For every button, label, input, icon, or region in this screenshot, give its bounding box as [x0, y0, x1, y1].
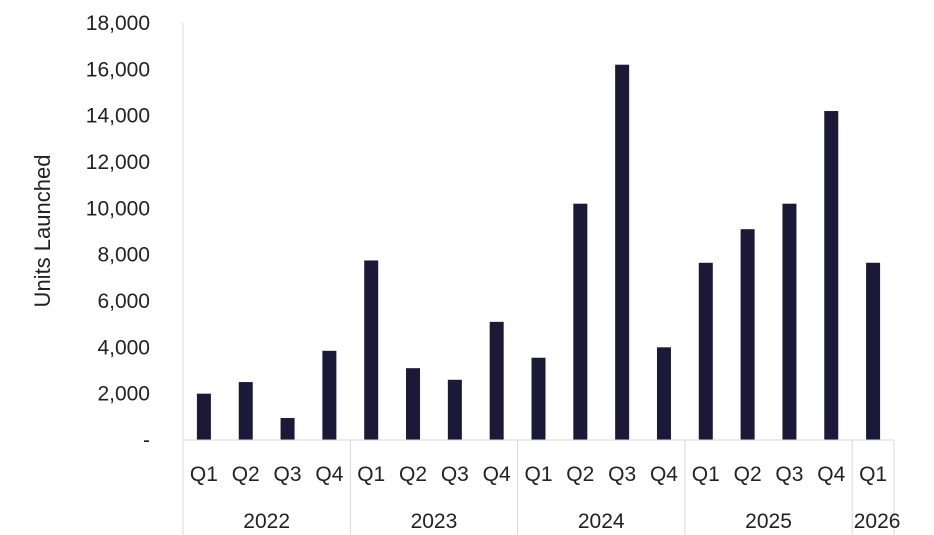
x-tick-label: Q3 [775, 463, 803, 486]
x-tick-label: Q2 [566, 463, 594, 486]
x-tick-label: Q4 [315, 463, 343, 486]
y-axis: - 2,000 4,000 6,000 8,000 10,000 12,000 14,000 1… [86, 12, 184, 452]
y-tick-label: 18,000 [86, 12, 150, 35]
bar [280, 417, 295, 440]
x-tick-label: Q2 [399, 463, 427, 486]
bar [322, 350, 337, 440]
bar [531, 357, 546, 440]
x-group-label: 2023 [411, 510, 458, 533]
bar [698, 262, 713, 440]
y-tick-label: 10,000 [86, 197, 150, 220]
bar [238, 382, 253, 440]
x-tick-label: Q3 [608, 463, 636, 486]
y-tick-label: 16,000 [86, 58, 150, 81]
bar [406, 368, 421, 440]
x-tick-label: Q4 [650, 463, 678, 486]
x-tick-label: Q1 [859, 463, 887, 486]
y-tick-label: 14,000 [86, 105, 150, 128]
x-tick-label: Q1 [692, 463, 720, 486]
x-group-label: 2026 [854, 510, 901, 533]
x-group-label: 2025 [745, 510, 792, 533]
bar [196, 393, 211, 440]
bar [866, 262, 881, 440]
bar [782, 203, 797, 440]
bar [656, 347, 671, 440]
bars [196, 64, 881, 440]
bar [489, 321, 504, 440]
bar [615, 64, 630, 440]
y-tick-label: 8,000 [97, 244, 150, 267]
x-tick-label: Q1 [524, 463, 552, 486]
y-tick-label: 2,000 [97, 383, 150, 406]
x-tick-label: Q2 [734, 463, 762, 486]
y-tick-label: 12,000 [86, 151, 150, 174]
bar [364, 260, 379, 440]
x-tick-label: Q2 [232, 463, 260, 486]
bar [573, 203, 588, 440]
x-group-label: 2024 [578, 510, 625, 533]
y-tick-label: 6,000 [97, 290, 150, 313]
x-tick-label: Q1 [357, 463, 385, 486]
x-tick-label: Q3 [441, 463, 469, 486]
x-axis: Q1 Q2 Q3 Q4 Q1 Q2 Q3 Q4 Q1 Q2 Q3 Q4 Q1 Q2 Q3 Q4 Q1 2022 20… [182, 439, 901, 535]
x-group-label: 2022 [243, 510, 290, 533]
x-tick-label: Q4 [817, 463, 845, 486]
y-axis-title: Units Launched [30, 155, 55, 308]
x-tick-label: Q4 [483, 463, 511, 486]
y-tick-label: 4,000 [97, 336, 150, 359]
y-tick-label: - [143, 429, 150, 452]
bar [740, 229, 755, 440]
x-tick-label: Q1 [190, 463, 218, 486]
x-tick-label: Q3 [274, 463, 302, 486]
bar [447, 379, 462, 440]
bar [824, 111, 839, 440]
